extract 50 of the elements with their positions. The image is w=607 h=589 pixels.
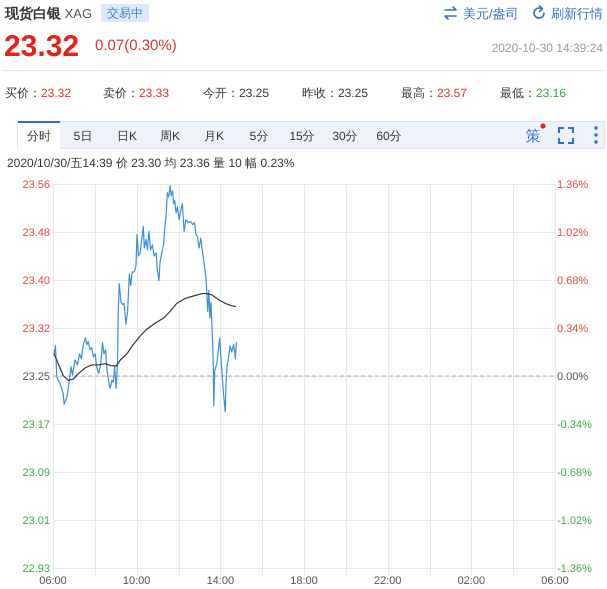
chart-subtitle: 2020/10/30/五14:39 价 23.30 均 23.36 量 10 幅 0.23%	[7, 156, 295, 170]
text: 刷新行情	[551, 6, 603, 21]
x-tick-label: 14:00	[206, 575, 234, 587]
y2-tick-label: -1.02%	[557, 515, 592, 527]
y2-tick-label: -0.68%	[557, 467, 592, 479]
x-tick-label: 06:00	[39, 575, 67, 587]
y-tick-label: 23.09	[22, 467, 50, 479]
line-series	[53, 292, 236, 381]
text: 分时	[27, 129, 51, 143]
text: 60分	[376, 129, 402, 143]
text: 最高：23.57	[401, 86, 468, 100]
x-tick-label: 02:00	[458, 575, 486, 587]
text: 策	[526, 128, 540, 145]
y-tick-label: 23.40	[22, 275, 50, 287]
y2-tick-label: -1.36%	[557, 563, 592, 575]
y-tick-label: 23.56	[22, 179, 50, 191]
text: 2020-10-30 14:39:24	[492, 41, 604, 55]
line-series	[53, 185, 237, 412]
text: 0.07(0.30%)	[95, 37, 177, 54]
text: 交易中	[107, 6, 143, 20]
text: 现货白银 XAG	[4, 5, 92, 21]
y-tick-label: 22.93	[22, 563, 50, 575]
text: 5日	[74, 129, 92, 143]
y-tick-label: 23.01	[22, 515, 50, 527]
y2-tick-label: 0.34%	[557, 323, 588, 335]
text: 昨收：23.25	[302, 86, 368, 100]
x-tick-label: 10:00	[122, 575, 150, 587]
text: 卖价：23.33	[103, 86, 170, 100]
text: 月K	[204, 129, 224, 143]
y2-tick-label: 1.02%	[557, 227, 588, 239]
x-tick-label: 18:00	[290, 575, 318, 587]
y2-tick-label: 1.36%	[557, 179, 588, 191]
y2-tick-label: -0.34%	[557, 419, 592, 431]
text: 今开：23.25	[203, 86, 270, 100]
y2-tick-label: 0.68%	[557, 275, 588, 287]
text: 日K	[116, 129, 138, 143]
x-tick-label: 06:00	[541, 575, 569, 587]
y-tick-label: 23.17	[22, 419, 50, 431]
text: 最低：23.16	[500, 86, 566, 100]
text: 美元/盎司	[463, 6, 519, 21]
x-tick-label: 22:00	[374, 575, 402, 587]
y-tick-label: 23.48	[22, 227, 50, 239]
y-tick-label: 23.25	[22, 371, 50, 383]
text: 15分	[289, 129, 315, 143]
text: 5分	[250, 129, 268, 143]
text: 周K	[160, 129, 180, 143]
text: 30分	[332, 129, 358, 143]
text: 买价：23.32	[5, 86, 72, 100]
y-tick-label: 23.32	[22, 323, 50, 335]
y2-tick-label: 0.00%	[557, 371, 588, 383]
